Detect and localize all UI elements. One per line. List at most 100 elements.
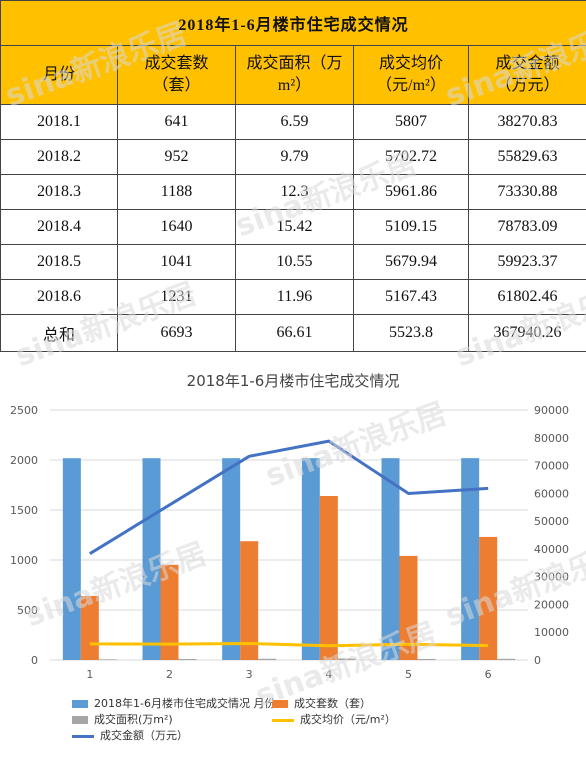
x-tick-label: 6 (485, 668, 492, 681)
bar-0 (222, 458, 241, 660)
y-right-tick-label: 40000 (534, 543, 569, 556)
table-cell: 5961.86 (353, 174, 469, 210)
table-title: 2018年1-6月楼市住宅成交情况 (0, 0, 586, 46)
y-right-tick-label: 60000 (534, 487, 569, 500)
table-row: 2018.4 1640 15.42 5109.15 78783.09 (0, 209, 586, 245)
bar-2 (178, 659, 197, 660)
table-cell: 2018.5 (0, 244, 118, 280)
bar-1 (240, 541, 259, 660)
column-header-line: 成交面积（万 (246, 55, 343, 72)
legend-item: 成交均价（元/m²） (272, 712, 396, 728)
bar-2 (258, 658, 277, 660)
table-cell: 2018.4 (0, 209, 118, 245)
legend-label: 成交均价（元/m²） (300, 713, 396, 726)
y-left-tick-label: 500 (17, 604, 38, 617)
table-cell: 5807 (353, 104, 469, 140)
column-header-line: m²） (277, 77, 312, 94)
legend-item: 成交金额（万元） (72, 728, 188, 744)
x-tick-label: 1 (86, 668, 93, 681)
legend-item: 2018年1-6月楼市住宅成交情况 月份 (72, 696, 275, 712)
table-cell: 641 (117, 104, 236, 140)
table-cell: 1231 (117, 279, 236, 315)
legend-swatch (72, 716, 88, 724)
table-cell: 11.96 (235, 279, 354, 315)
table-row: 2018.3 1188 12.3 5961.86 73330.88 (0, 174, 586, 210)
legend-label: 成交面积(万m²) (94, 713, 173, 726)
bar-2 (497, 658, 516, 660)
x-tick-label: 3 (246, 668, 253, 681)
table-cell: 2018.6 (0, 279, 118, 315)
y-right-tick-label: 50000 (534, 515, 569, 528)
y-right-tick-label: 20000 (534, 598, 569, 611)
table-cell: 38270.83 (467, 104, 586, 140)
y-left-tick-label: 1500 (10, 504, 38, 517)
table-cell: 1188 (117, 174, 236, 210)
x-tick-label: 2 (166, 668, 173, 681)
y-left-tick-label: 1000 (10, 554, 38, 567)
bar-0 (461, 458, 480, 660)
bar-0 (381, 458, 400, 660)
y-right-tick-label: 80000 (534, 432, 569, 445)
table-cell: 2018.2 (0, 139, 118, 175)
column-header-line: 成交金额 (495, 55, 560, 72)
table-cell: 952 (117, 139, 236, 175)
legend-label: 成交金额（万元） (100, 729, 188, 742)
legend-item: 成交套数（套） (272, 696, 371, 712)
table-cell: 9.79 (235, 139, 354, 175)
legend-swatch (72, 734, 94, 738)
bar-1 (319, 496, 338, 660)
line-series-1 (89, 439, 489, 555)
table-cell: 5702.72 (353, 139, 469, 175)
table-cell: 55829.63 (467, 139, 586, 175)
legend-item: 成交面积(万m²) (72, 712, 173, 728)
column-header-3: 成交均价 （元/m²） (353, 45, 469, 105)
y-right-tick-label: 70000 (534, 460, 569, 473)
total-cell: 66.61 (235, 314, 354, 352)
x-tick-label: 4 (325, 668, 332, 681)
table-cell: 1041 (117, 244, 236, 280)
chart-canvas: 0 500 1000 1500 2000 2500 0 10000 20000 30000 4000… (10, 404, 569, 681)
bar-0 (301, 458, 320, 660)
total-cell: 6693 (117, 314, 236, 352)
table-body: 2018.1 641 6.59 5807 38270.83 2018.2 952 9.79 57… (0, 104, 586, 352)
bar-2 (417, 658, 436, 660)
line-series-0 (89, 641, 489, 648)
table-cell: 59923.37 (467, 244, 586, 280)
table-row: 2018.5 1041 10.55 5679.94 59923.37 (0, 244, 586, 280)
column-header-1: 成交套数 （套） (117, 45, 236, 105)
data-table: 2018年1-6月楼市住宅成交情况 月份 成交套数 （套） 成交面积（万 m²） 成交均价… (0, 0, 586, 352)
legend-swatch (272, 700, 288, 708)
table-cell: 5109.15 (353, 209, 469, 245)
column-header-line: 成交套数 (144, 55, 209, 72)
column-header-2: 成交面积（万 m²） (235, 45, 354, 105)
table-row: 2018.1 641 6.59 5807 38270.83 (0, 104, 586, 140)
table-title-row: 2018年1-6月楼市住宅成交情况 (0, 0, 586, 46)
legend-label: 2018年1-6月楼市住宅成交情况 月份 (94, 697, 276, 710)
table-cell: 6.59 (235, 104, 354, 140)
total-cell: 总和 (0, 314, 118, 352)
legend-label: 成交套数（套） (294, 697, 371, 710)
table-cell: 5679.94 (353, 244, 469, 280)
total-cell: 367940.26 (467, 314, 586, 352)
table-header-row: 月份 成交套数 （套） 成交面积（万 m²） 成交均价 （元/m²） 成交金额 （万元） (0, 45, 586, 105)
bar-1 (160, 564, 179, 660)
table-cell: 2018.1 (0, 104, 118, 140)
bar-0 (62, 458, 81, 660)
total-row: 总和 6693 66.61 5523.8 367940.26 (0, 314, 586, 352)
table-cell: 12.3 (235, 174, 354, 210)
bar-2 (337, 658, 356, 660)
chart-title: 2018年1-6月楼市住宅成交情况 (186, 372, 400, 390)
legend-swatch (272, 718, 294, 722)
y-right-tick-label: 10000 (534, 626, 569, 639)
table-row: 2018.2 952 9.79 5702.72 55829.63 (0, 139, 586, 175)
table-cell: 1640 (117, 209, 236, 245)
table-cell: 61802.46 (467, 279, 586, 315)
total-cell: 5523.8 (353, 314, 469, 352)
table-cell: 2018.3 (0, 174, 118, 210)
legend-swatch (72, 700, 88, 708)
column-header-0: 月份 (0, 45, 118, 105)
y-right-tick-label: 90000 (534, 404, 569, 417)
table-cell: 5167.43 (353, 279, 469, 315)
table-cell: 15.42 (235, 209, 354, 245)
